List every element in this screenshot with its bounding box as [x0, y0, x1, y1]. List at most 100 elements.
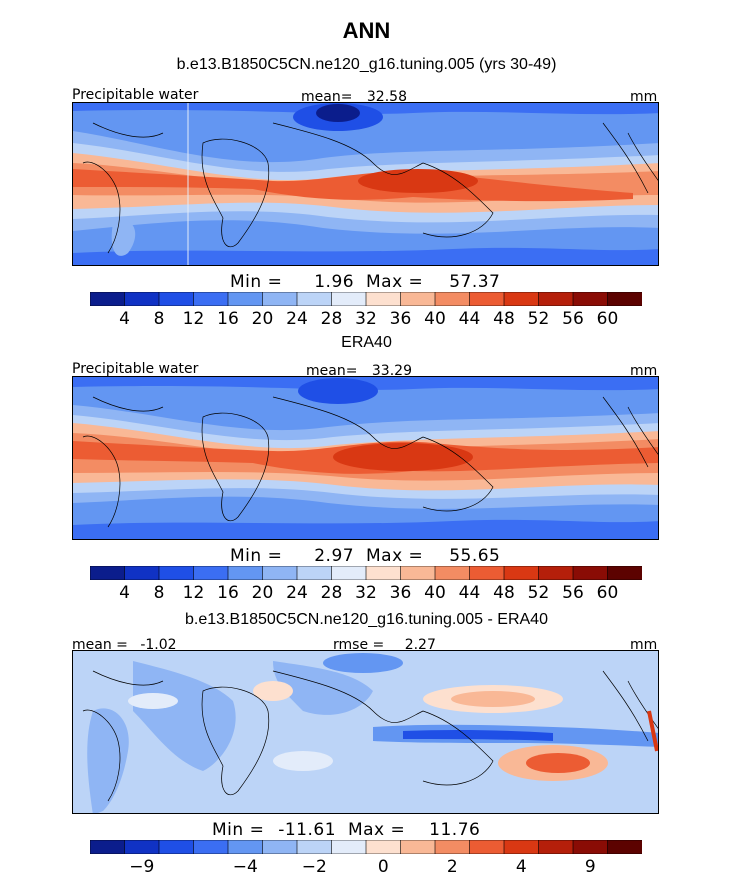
colorbar-box — [262, 566, 298, 580]
colorbar-box — [227, 566, 264, 580]
panel-3-min-label: Min = — [212, 820, 265, 840]
colorbar-tick-label: 12 — [182, 583, 205, 603]
colorbar-box — [572, 840, 609, 854]
colorbar-tick-label: 48 — [493, 583, 515, 603]
colorbar-tick-label: −4 — [232, 857, 258, 877]
panel-3-rmse: rmse = 2.27 — [333, 638, 436, 652]
panel-1-minmax: Min = 1.96 Max = 57.37 — [230, 272, 500, 292]
colorbar-box — [434, 840, 471, 854]
colorbar-box — [158, 840, 195, 854]
colorbar-box — [124, 566, 160, 580]
colorbar-box — [503, 840, 540, 854]
panel-2-units: mm — [630, 363, 658, 379]
colorbar-box — [400, 292, 436, 306]
colorbar-box — [158, 566, 195, 580]
panel-2-max-label: Max = — [366, 546, 424, 566]
colorbar-box — [434, 566, 471, 580]
colorbar-box — [572, 292, 609, 306]
colorbar-tick-label: 36 — [389, 309, 412, 329]
colorbar-tick-label: 60 — [596, 583, 619, 603]
panel-3-rmse-value: 2.27 — [404, 637, 436, 653]
panel-1-mean-label: mean= — [301, 89, 353, 105]
panel-3-title: b.e13.B1850C5CN.ne120_g16.tuning.005 - E… — [185, 611, 548, 628]
panel-1-mean-value: 32.58 — [366, 89, 407, 105]
colorbar-box — [607, 292, 642, 306]
colorbar-box — [607, 566, 642, 580]
panel-2-min-label: Min = — [230, 546, 283, 566]
colorbar-tick-label: 56 — [562, 309, 584, 329]
colorbar-box — [90, 566, 126, 580]
colorbar-tick-label: −9 — [129, 857, 155, 877]
colorbar-box — [227, 292, 264, 306]
panel-3-colorbar — [90, 840, 642, 854]
panel-3-rmse-label: rmse = — [333, 637, 385, 653]
colorbar-box — [434, 292, 471, 306]
colorbar-tick-label: 60 — [596, 309, 619, 329]
colorbar-box — [469, 292, 505, 306]
colorbar-box — [400, 840, 436, 854]
panel-2-max-value: 55.65 — [449, 546, 501, 566]
panel-2-mean: mean= 33.29 — [306, 364, 412, 378]
panel-1-min-value: 1.96 — [314, 272, 355, 292]
panel-3-max-label: Max = — [347, 820, 406, 840]
colorbar-box — [572, 566, 609, 580]
panel-1-map — [72, 102, 659, 266]
colorbar-tick-label: 20 — [251, 309, 274, 329]
panel-2-minmax: Min = 2.97 Max = 55.65 — [230, 546, 500, 566]
panel-2-colorbar-ticks: 4 8 12 16 20 24 28 32 36 40 44 48 52 56 60 — [90, 583, 642, 603]
colorbar-box — [538, 292, 574, 306]
colorbar-box — [193, 292, 229, 306]
colorbar-tick-label: 36 — [389, 583, 412, 603]
panel-2-colorbar — [90, 566, 642, 580]
colorbar-tick-label: 12 — [182, 309, 205, 329]
colorbar-tick-label: 2 — [446, 857, 458, 877]
colorbar-box — [193, 566, 229, 580]
panel-3-minmax: Min = -11.61 Max = 11.76 — [212, 820, 480, 840]
colorbar-tick-label: 0 — [377, 857, 389, 877]
colorbar-box — [158, 292, 195, 306]
colorbar-box — [296, 292, 333, 306]
panel-3-map — [72, 650, 659, 814]
panel-3-max-value: 11.76 — [429, 820, 481, 840]
colorbar-box — [469, 566, 505, 580]
colorbar-box — [538, 566, 574, 580]
panel-3-mean-label: mean = — [72, 637, 128, 653]
panel-2-title: ERA40 — [341, 334, 392, 351]
colorbar-box — [503, 292, 540, 306]
panel-3-units: mm — [630, 637, 658, 653]
colorbar-box — [331, 292, 367, 306]
figure-title: ANN — [342, 18, 391, 43]
colorbar-box — [227, 840, 264, 854]
panel-1-colorbar — [90, 292, 642, 306]
colorbar-tick-label: 4 — [119, 583, 130, 603]
colorbar-box — [296, 840, 333, 854]
colorbar-box — [193, 840, 229, 854]
colorbar-tick-label: −2 — [301, 857, 327, 877]
colorbar-tick-label: 4 — [119, 309, 130, 329]
colorbar-box — [469, 840, 505, 854]
panel-2-map — [72, 376, 659, 540]
colorbar-box — [365, 840, 402, 854]
colorbar-tick-label: 44 — [458, 309, 481, 329]
colorbar-tick-label: 24 — [286, 583, 308, 603]
panel-2-mean-label: mean= — [306, 363, 358, 379]
panel-1-mean: mean= 32.58 — [301, 90, 407, 104]
colorbar-tick-label: 9 — [584, 857, 596, 877]
panel-1-max-label: Max = — [366, 272, 424, 292]
colorbar-box — [365, 566, 402, 580]
colorbar-tick-label: 28 — [320, 309, 343, 329]
colorbar-tick-label: 20 — [251, 583, 274, 603]
colorbar-tick-label: 16 — [217, 309, 239, 329]
colorbar-box — [124, 292, 160, 306]
colorbar-tick-label: 8 — [153, 583, 165, 603]
panel-1-variable-label: Precipitable water — [72, 87, 199, 103]
colorbar-box — [331, 566, 367, 580]
panel-2-min-value: 2.97 — [314, 546, 355, 566]
colorbar-box — [503, 566, 540, 580]
panel-3-mean: mean = -1.02 — [72, 638, 177, 652]
panel-1-max-value: 57.37 — [449, 272, 501, 292]
colorbar-tick-label: 24 — [286, 309, 308, 329]
colorbar-tick-label: 52 — [527, 583, 550, 603]
colorbar-tick-label: 48 — [493, 309, 515, 329]
colorbar-box — [90, 292, 126, 306]
